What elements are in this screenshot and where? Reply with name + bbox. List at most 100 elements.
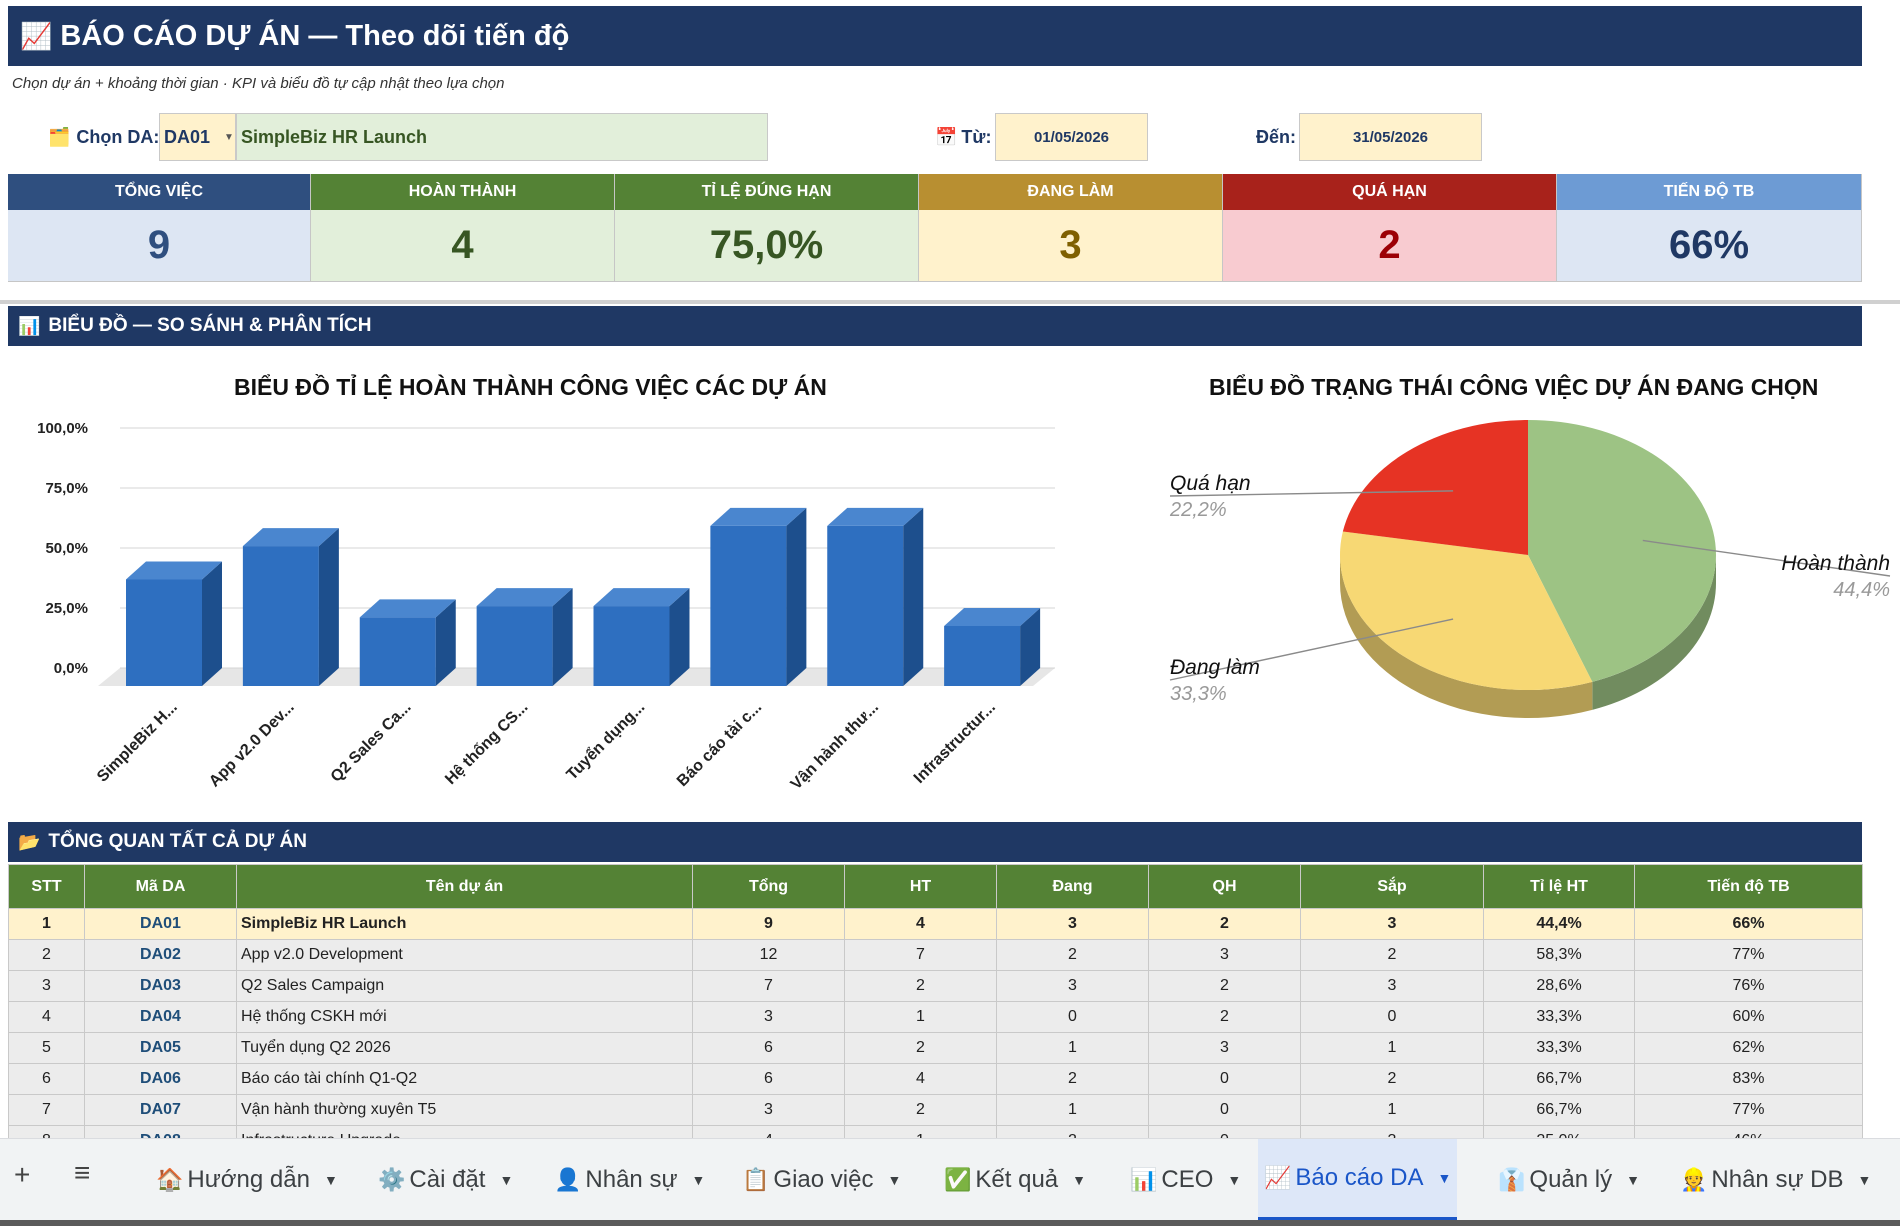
to-date-field[interactable]: 31/05/2026 bbox=[1299, 113, 1482, 161]
column-header[interactable]: Đang bbox=[996, 864, 1149, 909]
sheet-tab[interactable]: ✅ Kết quả ▼ bbox=[938, 1139, 1092, 1221]
table-cell[interactable]: 83% bbox=[1634, 1063, 1863, 1095]
table-cell[interactable]: 4 bbox=[844, 1063, 997, 1095]
table-cell[interactable]: SimpleBiz HR Launch bbox=[236, 908, 693, 940]
add-sheet-icon[interactable]: + bbox=[14, 1159, 31, 1190]
sheet-tab[interactable]: ⚙️ Cài đặt ▼ bbox=[372, 1139, 519, 1221]
table-cell[interactable]: 4 bbox=[844, 908, 997, 940]
table-cell[interactable]: 33,3% bbox=[1483, 1001, 1635, 1033]
table-cell[interactable]: 3 bbox=[1148, 1032, 1301, 1064]
table-row[interactable]: 1 DA01 SimpleBiz HR Launch 9 4 3 2 3 44,4% 66% bbox=[8, 908, 1863, 940]
column-header[interactable]: Tiến độ TB bbox=[1634, 864, 1863, 909]
table-cell[interactable]: 66% bbox=[1634, 908, 1863, 940]
chevron-down-icon[interactable]: ▼ bbox=[1857, 1172, 1872, 1188]
table-cell[interactable]: 0 bbox=[1148, 1063, 1301, 1095]
table-row[interactable]: 4 DA04 Hệ thống CSKH mới 3 1 0 2 0 33,3% 60% bbox=[8, 1001, 1863, 1033]
table-row[interactable]: 6 DA06 Báo cáo tài chính Q1-Q2 6 4 2 0 2 66,7% 83… bbox=[8, 1063, 1863, 1095]
all-sheets-menu-icon[interactable]: ≡ bbox=[74, 1157, 91, 1188]
table-cell[interactable]: 77% bbox=[1634, 1094, 1863, 1126]
table-cell[interactable]: 3 bbox=[8, 970, 85, 1002]
table-cell[interactable]: 1 bbox=[996, 1032, 1149, 1064]
table-cell[interactable]: 2 bbox=[996, 1063, 1149, 1095]
table-cell[interactable]: 3 bbox=[996, 970, 1149, 1002]
table-cell[interactable]: 2 bbox=[844, 1032, 997, 1064]
sheet-tab[interactable]: 👔 Quản lý ▼ bbox=[1492, 1139, 1646, 1221]
table-cell[interactable]: 2 bbox=[8, 939, 85, 971]
table-cell[interactable]: Hệ thống CSKH mới bbox=[236, 1001, 693, 1033]
column-header[interactable]: Mã DA bbox=[84, 864, 237, 909]
chevron-down-icon[interactable]: ▼ bbox=[1072, 1172, 1086, 1188]
table-cell[interactable]: Báo cáo tài chính Q1-Q2 bbox=[236, 1063, 693, 1095]
table-cell[interactable]: 6 bbox=[692, 1032, 845, 1064]
table-row[interactable]: 2 DA02 App v2.0 Development 12 7 2 3 2 58,3% 77% bbox=[8, 939, 1863, 971]
chevron-down-icon[interactable]: ▼ bbox=[323, 1172, 338, 1188]
sheet-tab[interactable]: 👷 Nhân sự DB ▼ bbox=[1674, 1139, 1877, 1221]
table-cell[interactable]: Tuyển dụng Q2 2026 bbox=[236, 1032, 693, 1064]
table-row[interactable]: 3 DA03 Q2 Sales Campaign 7 2 3 2 3 28,6% 76% bbox=[8, 970, 1863, 1002]
table-cell[interactable]: 1 bbox=[1300, 1094, 1484, 1126]
table-cell[interactable]: DA04 bbox=[84, 1001, 237, 1033]
table-cell[interactable]: 44,4% bbox=[1483, 908, 1635, 940]
sheet-tab[interactable]: 📋 Giao việc ▼ bbox=[736, 1139, 907, 1221]
table-cell[interactable]: 2 bbox=[1300, 939, 1484, 971]
table-cell[interactable]: Vận hành thường xuyên T5 bbox=[236, 1094, 693, 1126]
table-cell[interactable]: 3 bbox=[1148, 939, 1301, 971]
column-header[interactable]: Tên dự án bbox=[236, 864, 693, 909]
table-cell[interactable]: DA06 bbox=[84, 1063, 237, 1095]
sheet-tab[interactable]: 📊 CEO ▼ bbox=[1124, 1139, 1247, 1221]
table-cell[interactable]: 2 bbox=[844, 970, 997, 1002]
table-cell[interactable]: 2 bbox=[1148, 1001, 1301, 1033]
table-cell[interactable]: DA01 bbox=[84, 908, 237, 940]
table-cell[interactable]: 66,7% bbox=[1483, 1094, 1635, 1126]
table-cell[interactable]: 77% bbox=[1634, 939, 1863, 971]
column-header[interactable]: Sắp bbox=[1300, 864, 1484, 909]
table-cell[interactable]: 9 bbox=[692, 908, 845, 940]
table-cell[interactable]: 7 bbox=[692, 970, 845, 1002]
table-cell[interactable]: 3 bbox=[692, 1001, 845, 1033]
table-row[interactable]: 7 DA07 Vận hành thường xuyên T5 3 2 1 0 1 66,7% 7… bbox=[8, 1094, 1863, 1126]
table-cell[interactable]: 66,7% bbox=[1483, 1063, 1635, 1095]
table-cell[interactable]: 2 bbox=[1148, 970, 1301, 1002]
column-header[interactable]: HT bbox=[844, 864, 997, 909]
table-cell[interactable]: 58,3% bbox=[1483, 939, 1635, 971]
chevron-down-icon[interactable]: ▼ bbox=[887, 1172, 902, 1188]
table-cell[interactable]: DA05 bbox=[84, 1032, 237, 1064]
table-cell[interactable]: DA02 bbox=[84, 939, 237, 971]
table-cell[interactable]: 0 bbox=[996, 1001, 1149, 1033]
table-cell[interactable]: 2 bbox=[1148, 908, 1301, 940]
table-cell[interactable]: 6 bbox=[8, 1063, 85, 1095]
table-cell[interactable]: 3 bbox=[1300, 908, 1484, 940]
table-cell[interactable]: Q2 Sales Campaign bbox=[236, 970, 693, 1002]
chevron-down-icon[interactable]: ▼ bbox=[1227, 1172, 1242, 1188]
table-cell[interactable]: 2 bbox=[844, 1094, 997, 1126]
table-cell[interactable]: 76% bbox=[1634, 970, 1863, 1002]
table-cell[interactable]: 12 bbox=[692, 939, 845, 971]
table-cell[interactable]: 2 bbox=[996, 939, 1149, 971]
table-cell[interactable]: DA03 bbox=[84, 970, 237, 1002]
table-cell[interactable]: 2 bbox=[1300, 1063, 1484, 1095]
chevron-down-icon[interactable]: ▼ bbox=[1626, 1172, 1640, 1188]
table-cell[interactable]: 7 bbox=[844, 939, 997, 971]
chevron-down-icon[interactable]: ▼ bbox=[691, 1172, 706, 1188]
column-header[interactable]: Tổng bbox=[692, 864, 845, 909]
table-cell[interactable]: App v2.0 Development bbox=[236, 939, 693, 971]
table-cell[interactable]: 0 bbox=[1148, 1094, 1301, 1126]
table-cell[interactable]: 5 bbox=[8, 1032, 85, 1064]
table-cell[interactable]: 7 bbox=[8, 1094, 85, 1126]
from-date-field[interactable]: 01/05/2026 bbox=[995, 113, 1148, 161]
table-cell[interactable]: 1 bbox=[844, 1001, 997, 1033]
project-code-dropdown[interactable]: DA01 ▼ bbox=[159, 113, 236, 161]
table-cell[interactable]: 1 bbox=[8, 908, 85, 940]
table-cell[interactable]: 1 bbox=[996, 1094, 1149, 1126]
table-row[interactable]: 5 DA05 Tuyển dụng Q2 2026 6 2 1 3 1 33,3% 62% bbox=[8, 1032, 1863, 1064]
sheet-tab[interactable]: 📈 Báo cáo DA ▼ bbox=[1258, 1139, 1458, 1221]
table-cell[interactable]: 3 bbox=[1300, 970, 1484, 1002]
table-cell[interactable]: 62% bbox=[1634, 1032, 1863, 1064]
chevron-down-icon[interactable]: ▼ bbox=[499, 1172, 514, 1188]
chevron-down-icon[interactable]: ▼ bbox=[1437, 1170, 1452, 1186]
column-header[interactable]: STT bbox=[8, 864, 85, 909]
table-cell[interactable]: 6 bbox=[692, 1063, 845, 1095]
table-cell[interactable]: 3 bbox=[996, 908, 1149, 940]
table-cell[interactable]: 0 bbox=[1300, 1001, 1484, 1033]
table-cell[interactable]: 60% bbox=[1634, 1001, 1863, 1033]
